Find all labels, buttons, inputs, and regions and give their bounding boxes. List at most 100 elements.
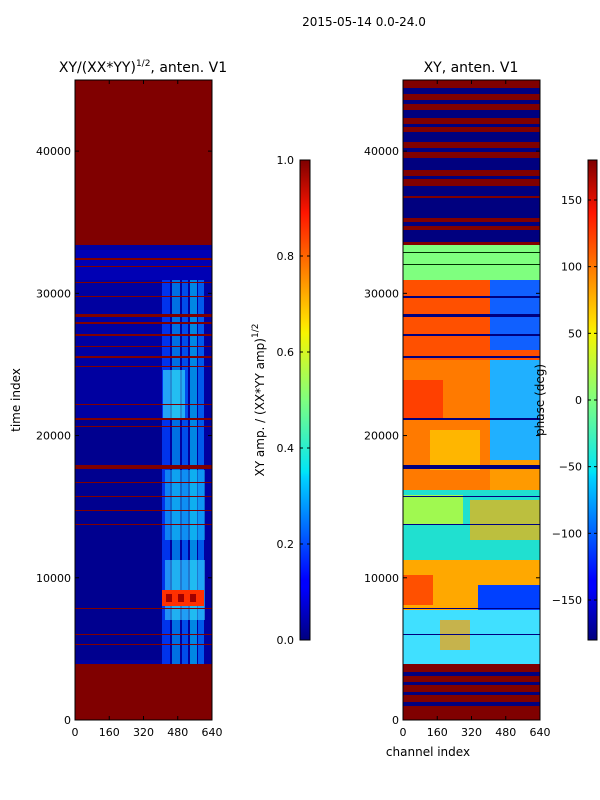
left-flag-line (75, 282, 212, 283)
left-flag-line (75, 356, 212, 358)
right-region-low-blue (478, 585, 540, 610)
right-colorbar: −150 −100 −50 0 50 100 150 phase (deg) (533, 159, 598, 641)
y-tick-label: 10000 (364, 572, 399, 585)
left-flag-line (75, 418, 212, 420)
right-stripe (403, 186, 540, 196)
left-flag-line (75, 482, 212, 483)
left-flag-line (75, 266, 212, 267)
left-hot-spot (190, 594, 196, 602)
left-stripe-bright (163, 370, 185, 420)
figure-suptitle: 2015-05-14 0.0-24.0 (302, 15, 426, 29)
right-flag-line (403, 296, 540, 298)
right-stripe (403, 198, 540, 218)
left-heatmap-panel: XY/(XX*YY)1/2, anten. V1 (9, 59, 227, 739)
right-region-mid-orange (403, 360, 490, 490)
right-colorbar-ticks: −150 −100 −50 0 50 100 150 (552, 194, 597, 607)
left-flag-line (75, 644, 212, 645)
right-flag-line (403, 356, 540, 358)
right-region-low-yellow (403, 495, 463, 525)
left-stripe (198, 280, 204, 664)
right-colorbar-label: phase (deg) (533, 364, 547, 436)
colorbar-tick-label: 0.6 (277, 346, 295, 359)
x-tick-label: 160 (99, 726, 120, 739)
left-flag-line (75, 322, 212, 324)
left-flag-line (75, 426, 212, 427)
right-flag-lines (403, 296, 540, 635)
left-flag-line (75, 334, 212, 336)
right-flag-line (403, 465, 540, 469)
y-tick-label: 40000 (36, 145, 71, 158)
y-tick-label: 20000 (364, 430, 399, 443)
colorbar-tick-label: 100 (561, 261, 582, 274)
left-flag-line (75, 608, 212, 609)
right-x-axis-label: channel index (386, 745, 470, 759)
left-flag-line (75, 496, 212, 497)
right-heatmap-image (403, 80, 540, 720)
left-plot-title: XY/(XX*YY)1/2, anten. V1 (59, 59, 227, 76)
x-tick-label: 320 (133, 726, 154, 739)
left-flag-line (75, 296, 212, 297)
colorbar-tick-label: 1.0 (277, 154, 295, 167)
left-flag-line (75, 258, 212, 260)
left-flag-line (75, 634, 212, 635)
right-stripe (403, 88, 540, 94)
left-flag-line (75, 314, 212, 317)
left-colorbar-gradient (299, 159, 311, 641)
right-stripe (403, 110, 540, 118)
colorbar-tick-label: 0.2 (277, 538, 295, 551)
left-flag-line (75, 524, 212, 525)
right-flag-line (403, 418, 540, 420)
y-tick-label: 30000 (36, 287, 71, 300)
left-stripe (190, 280, 197, 664)
colorbar-tick-label: −100 (552, 527, 582, 540)
right-stripe (403, 176, 540, 179)
right-heatmap-panel: XY, anten. V1 (364, 60, 551, 759)
right-region-low-red (403, 575, 433, 605)
right-stripe (403, 702, 540, 706)
left-region-bottom-saturated (75, 664, 212, 720)
right-flag-line (403, 634, 540, 635)
right-ticks: 0 160 320 480 640 0 10000 20000 30000 40000 (364, 80, 551, 739)
left-flag-line (75, 346, 212, 347)
y-tick-label: 0 (64, 714, 71, 727)
y-tick-label: 10000 (36, 572, 71, 585)
left-region-dark-blue (75, 250, 212, 280)
right-flag-line (403, 334, 540, 336)
y-tick-label: 0 (392, 714, 399, 727)
left-stripe (182, 280, 188, 664)
right-stripe (403, 222, 540, 226)
right-stripe (403, 692, 540, 695)
right-region-mid-red (403, 380, 443, 420)
x-tick-label: 480 (167, 726, 188, 739)
left-hot-spot (178, 594, 184, 602)
left-flag-lines (75, 258, 212, 645)
x-tick-label: 480 (495, 726, 516, 739)
left-flag-line (75, 404, 212, 405)
x-tick-label: 320 (461, 726, 482, 739)
right-stripe (403, 100, 540, 104)
left-ticks: 0 160 320 480 640 0 10000 20000 30000 40000 (36, 80, 223, 739)
right-region-mid-yellow (430, 430, 480, 470)
right-stripe (403, 252, 540, 253)
right-flag-line (403, 314, 540, 317)
left-colorbar-ticks: 0.0 0.2 0.4 0.6 0.8 1.0 (277, 154, 310, 647)
left-flag-line (75, 366, 212, 367)
right-flag-line (403, 524, 540, 525)
x-tick-label: 0 (72, 726, 79, 739)
left-y-axis-label: time index (9, 368, 23, 432)
colorbar-tick-label: 150 (561, 194, 582, 207)
x-tick-label: 640 (202, 726, 223, 739)
right-stripe (403, 158, 540, 170)
left-stripe (162, 280, 170, 664)
y-tick-label: 30000 (364, 287, 399, 300)
right-top-blue-stripes (403, 88, 540, 242)
right-plot-title: XY, anten. V1 (424, 60, 519, 76)
y-tick-label: 40000 (364, 145, 399, 158)
right-stripe (403, 132, 540, 142)
left-hot-spot (166, 594, 172, 602)
right-region-low-orange (470, 500, 540, 540)
right-stripe (403, 148, 540, 152)
colorbar-tick-label: 0.0 (277, 634, 295, 647)
left-heatmap-image (75, 80, 212, 720)
right-region-low-cyan (403, 610, 540, 664)
